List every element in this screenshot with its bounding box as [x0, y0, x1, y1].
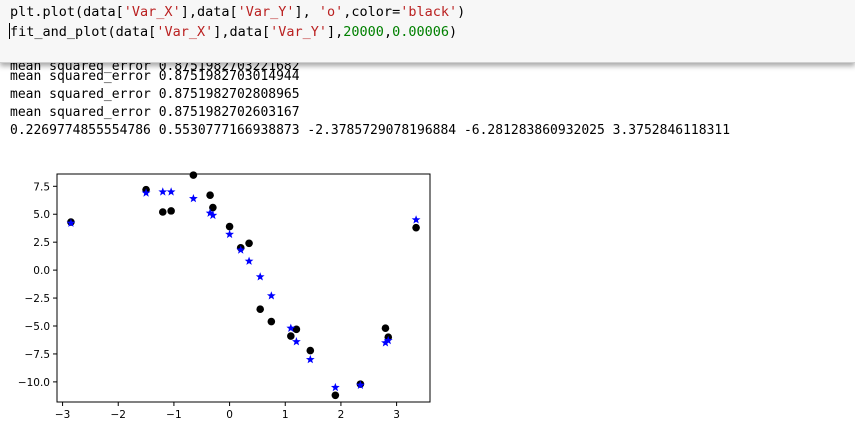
code-string: 'Var_Y'	[270, 24, 328, 40]
data-point-circle	[167, 207, 175, 215]
data-point-star	[330, 382, 340, 392]
data-point-circle	[206, 191, 214, 200]
y-tick-label: 0.0	[33, 265, 50, 277]
data-point-circle	[287, 332, 295, 340]
data-point-circle	[412, 223, 420, 232]
data-point-circle	[225, 222, 234, 231]
data-point-star	[244, 256, 254, 265]
x-tick-label: −1	[166, 409, 181, 421]
code-string: 'o'	[318, 4, 344, 20]
code-token: ,	[383, 24, 393, 40]
x-tick-label: 0	[226, 409, 233, 421]
data-point-star	[383, 335, 393, 345]
text-cursor	[9, 23, 10, 39]
y-tick-label: 5.0	[33, 209, 50, 221]
data-point-circle	[292, 325, 301, 334]
data-point-star	[305, 354, 315, 364]
code-token: fit_and_plot(data[	[10, 24, 157, 40]
code-number: 20000	[343, 24, 384, 40]
data-point-circle	[256, 305, 265, 314]
data-point-star	[286, 323, 296, 332]
data-point-star	[189, 193, 198, 203]
data-point-circle	[267, 317, 276, 326]
output-line: mean squared_error 0.8751982702603167	[10, 105, 300, 120]
data-point-star	[205, 208, 215, 217]
code-line-2[interactable]: fit_and_plot(data['Var_X'],data['Var_Y']…	[10, 22, 457, 42]
y-tick-label: −2.5	[25, 293, 51, 305]
x-tick-label: 3	[393, 409, 400, 421]
code-token: ],data[	[213, 24, 271, 40]
data-point-star	[158, 187, 168, 196]
output-line: mean squared_error 0.8751982702808965	[10, 87, 300, 102]
code-string: 'black'	[400, 4, 458, 20]
code-token: ],	[327, 24, 344, 40]
data-point-circle	[158, 208, 167, 216]
data-point-star	[166, 187, 176, 196]
data-point-star	[225, 229, 234, 239]
code-token: )	[448, 24, 458, 40]
data-point-star	[292, 337, 301, 346]
code-string: 'Var_X'	[156, 24, 214, 40]
output-area: mean squared_error 0.8751982703221682 me…	[0, 59, 855, 438]
code-cell[interactable]: plt.plot(data['Var_X'],data['Var_Y'], 'o…	[0, 0, 855, 63]
data-point-star	[266, 291, 276, 300]
y-tick-label: −5.0	[25, 321, 51, 333]
data-point-circle	[245, 239, 253, 248]
y-tick-label: −10.0	[18, 377, 50, 389]
output-line: mean squared_error 0.8751982703014944	[10, 69, 300, 84]
y-tick-label: −7.5	[25, 349, 51, 361]
data-point-circle	[209, 203, 217, 212]
code-token: )	[457, 4, 466, 20]
data-point-star	[208, 210, 218, 220]
y-tick-label: 2.5	[33, 237, 50, 249]
x-tick-label: −2	[110, 409, 125, 421]
data-point-star	[356, 380, 365, 389]
data-point-star	[411, 215, 421, 224]
code-token: ],data[	[180, 4, 238, 20]
data-point-star	[66, 218, 76, 227]
code-number: 0.00006	[392, 24, 449, 40]
code-token: ],	[294, 4, 319, 20]
plot-frame	[56, 173, 431, 403]
data-point-circle	[306, 346, 315, 355]
code-line-1[interactable]: plt.plot(data['Var_X'],data['Var_Y'], 'o…	[10, 2, 465, 22]
x-tick-label: 2	[338, 409, 345, 421]
y-tick-label: 7.5	[33, 181, 50, 193]
output-line: 0.2269774855554786 0.5530777166938873 -2…	[10, 123, 731, 138]
data-point-star	[255, 272, 265, 281]
code-token: ,color=	[343, 4, 401, 20]
data-point-circle	[381, 324, 390, 333]
scatter-plot: −3 −2 −1 0 1 2 3 7.5 5.0 2.5 0.0 −2.5 −5.0 −7.5 −10.0	[18, 171, 431, 421]
x-tick-label: −3	[55, 409, 70, 421]
code-string: 'Var_Y'	[237, 4, 295, 20]
x-tick-label: 1	[282, 409, 289, 421]
data-point-star	[236, 245, 246, 254]
data-point-circle	[189, 171, 198, 179]
data-point-star	[381, 338, 390, 347]
code-token: plt.plot(data[	[10, 4, 124, 20]
data-point-star	[141, 188, 151, 197]
data-point-circle	[331, 391, 340, 400]
code-string: 'Var_X'	[123, 4, 181, 20]
